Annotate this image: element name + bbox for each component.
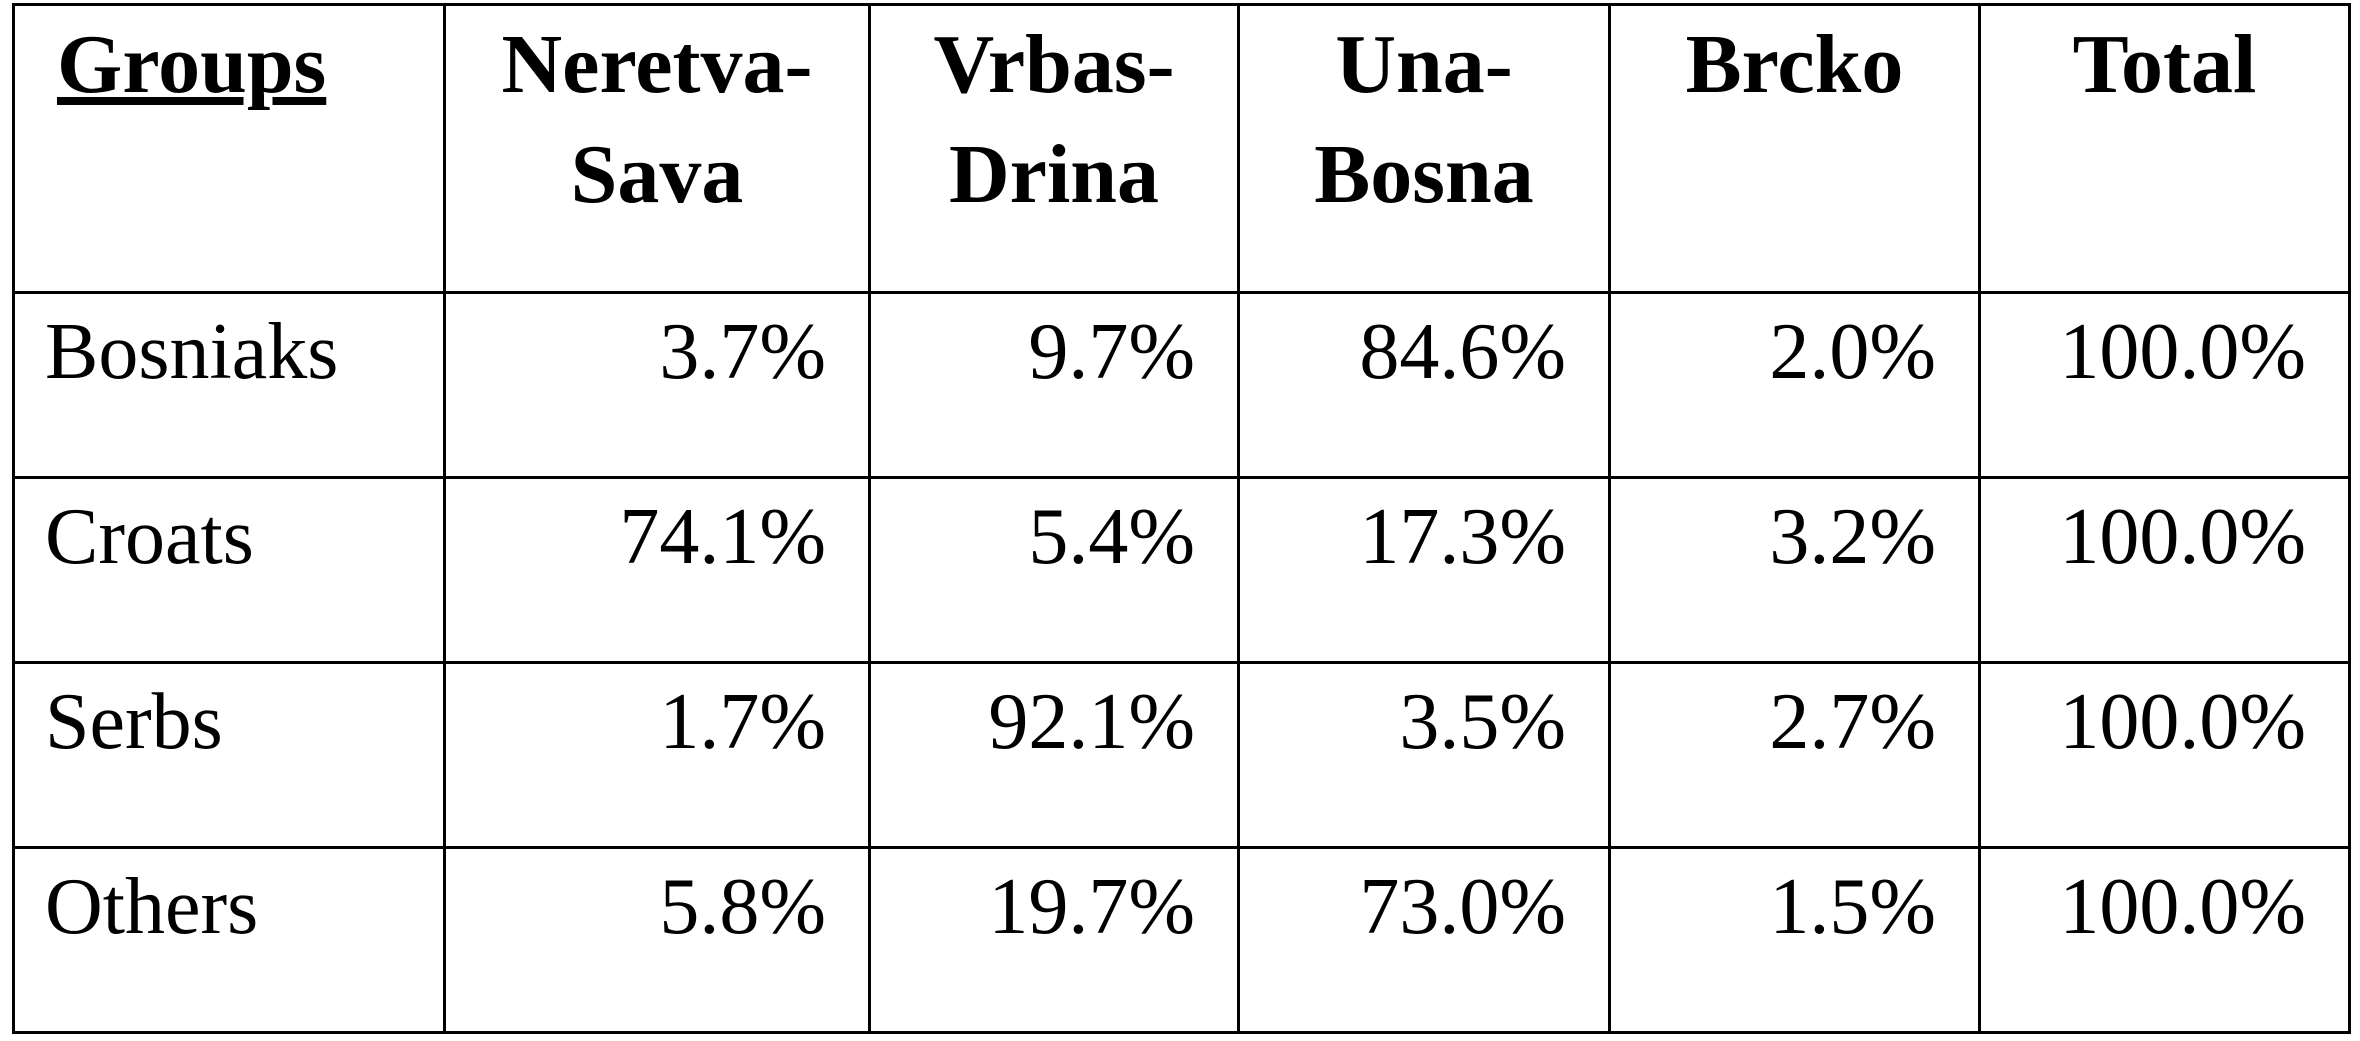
table-cell: 84.6% xyxy=(1237,291,1611,479)
table-cell: 100.0% xyxy=(1978,291,2351,479)
header-cell: Vrbas- Drina xyxy=(868,3,1240,294)
table-cell: 19.7% xyxy=(868,846,1240,1034)
row-label: Bosniaks xyxy=(12,291,446,479)
header-cell: Total xyxy=(1978,3,2351,294)
table-cell: 74.1% xyxy=(443,476,871,664)
table-row: Serbs 1.7% 92.1% 3.5% 2.7% 100.0% xyxy=(12,661,2351,849)
table-cell: 17.3% xyxy=(1237,476,1611,664)
row-label: Croats xyxy=(12,476,446,664)
table-cell: 1.7% xyxy=(443,661,871,849)
table-cell: 3.2% xyxy=(1608,476,1981,664)
header-cell: Neretva- Sava xyxy=(443,3,871,294)
table-cell: 92.1% xyxy=(868,661,1240,849)
table-cell: 5.8% xyxy=(443,846,871,1034)
table-cell: 1.5% xyxy=(1608,846,1981,1034)
row-label: Serbs xyxy=(12,661,446,849)
table-cell: 100.0% xyxy=(1978,846,2351,1034)
table-row: Croats 74.1% 5.4% 17.3% 3.2% 100.0% xyxy=(12,476,2351,664)
header-cell: Brcko xyxy=(1608,3,1981,294)
table-cell: 2.0% xyxy=(1608,291,1981,479)
table-cell: 3.7% xyxy=(443,291,871,479)
table-body: Bosniaks 3.7% 9.7% 84.6% 2.0% 100.0% Croats 74.… xyxy=(12,291,2351,1034)
table-cell: 73.0% xyxy=(1237,846,1611,1034)
data-table: Groups Neretva- Sava Vrbas- Drina Una- Bosn… xyxy=(12,3,2351,1034)
row-label: Others xyxy=(12,846,446,1034)
table-row: Bosniaks 3.7% 9.7% 84.6% 2.0% 100.0% xyxy=(12,291,2351,479)
header-cell: Groups xyxy=(12,3,446,294)
table-cell: 5.4% xyxy=(868,476,1240,664)
table-cell: 3.5% xyxy=(1237,661,1611,849)
table-row: Others 5.8% 19.7% 73.0% 1.5% 100.0% xyxy=(12,846,2351,1034)
header-cell: Una- Bosna xyxy=(1237,3,1611,294)
table-cell: 100.0% xyxy=(1978,476,2351,664)
table-cell: 100.0% xyxy=(1978,661,2351,849)
header-row: Groups Neretva- Sava Vrbas- Drina Una- Bosn… xyxy=(12,3,2351,294)
table-cell: 9.7% xyxy=(868,291,1240,479)
table-cell: 2.7% xyxy=(1608,661,1981,849)
